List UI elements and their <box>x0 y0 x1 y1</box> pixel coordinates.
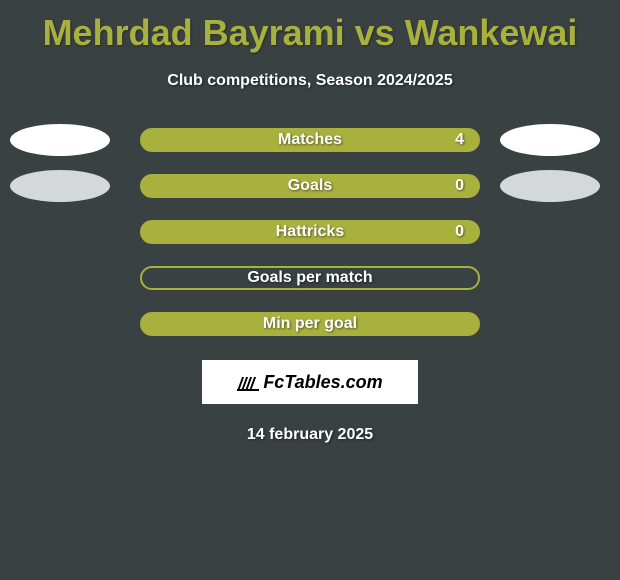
stat-bar: Min per goal <box>140 312 480 336</box>
left-ellipse-icon <box>10 170 110 202</box>
comparison-title: Mehrdad Bayrami vs Wankewai <box>0 0 620 54</box>
right-ellipse-icon <box>500 124 600 156</box>
stat-bar: Goals per match <box>140 266 480 290</box>
stat-row-goals: Goals 0 <box>0 174 620 198</box>
chart-icon <box>237 373 259 391</box>
logo-label: FcTables.com <box>263 372 382 393</box>
stat-label: Hattricks <box>276 223 344 241</box>
logo-text: FcTables.com <box>237 372 382 393</box>
date-text: 14 february 2025 <box>0 426 620 444</box>
stats-container: Matches 4 Goals 0 Hattricks 0 Goals per … <box>0 128 620 336</box>
stat-bar: Hattricks 0 <box>140 220 480 244</box>
stat-value: 0 <box>455 223 464 241</box>
stat-bar: Matches 4 <box>140 128 480 152</box>
stat-label: Goals <box>288 177 332 195</box>
stat-bar: Goals 0 <box>140 174 480 198</box>
stat-label: Min per goal <box>263 315 357 333</box>
stat-label: Goals per match <box>247 269 372 287</box>
left-ellipse-icon <box>10 124 110 156</box>
stat-row-hattricks: Hattricks 0 <box>0 220 620 244</box>
subtitle: Club competitions, Season 2024/2025 <box>0 72 620 90</box>
stat-label: Matches <box>278 131 342 149</box>
stat-row-goals-per-match: Goals per match <box>0 266 620 290</box>
stat-row-min-per-goal: Min per goal <box>0 312 620 336</box>
stat-row-matches: Matches 4 <box>0 128 620 152</box>
right-ellipse-icon <box>500 170 600 202</box>
logo-box: FcTables.com <box>202 360 418 404</box>
stat-value: 4 <box>455 131 464 149</box>
stat-value: 0 <box>455 177 464 195</box>
